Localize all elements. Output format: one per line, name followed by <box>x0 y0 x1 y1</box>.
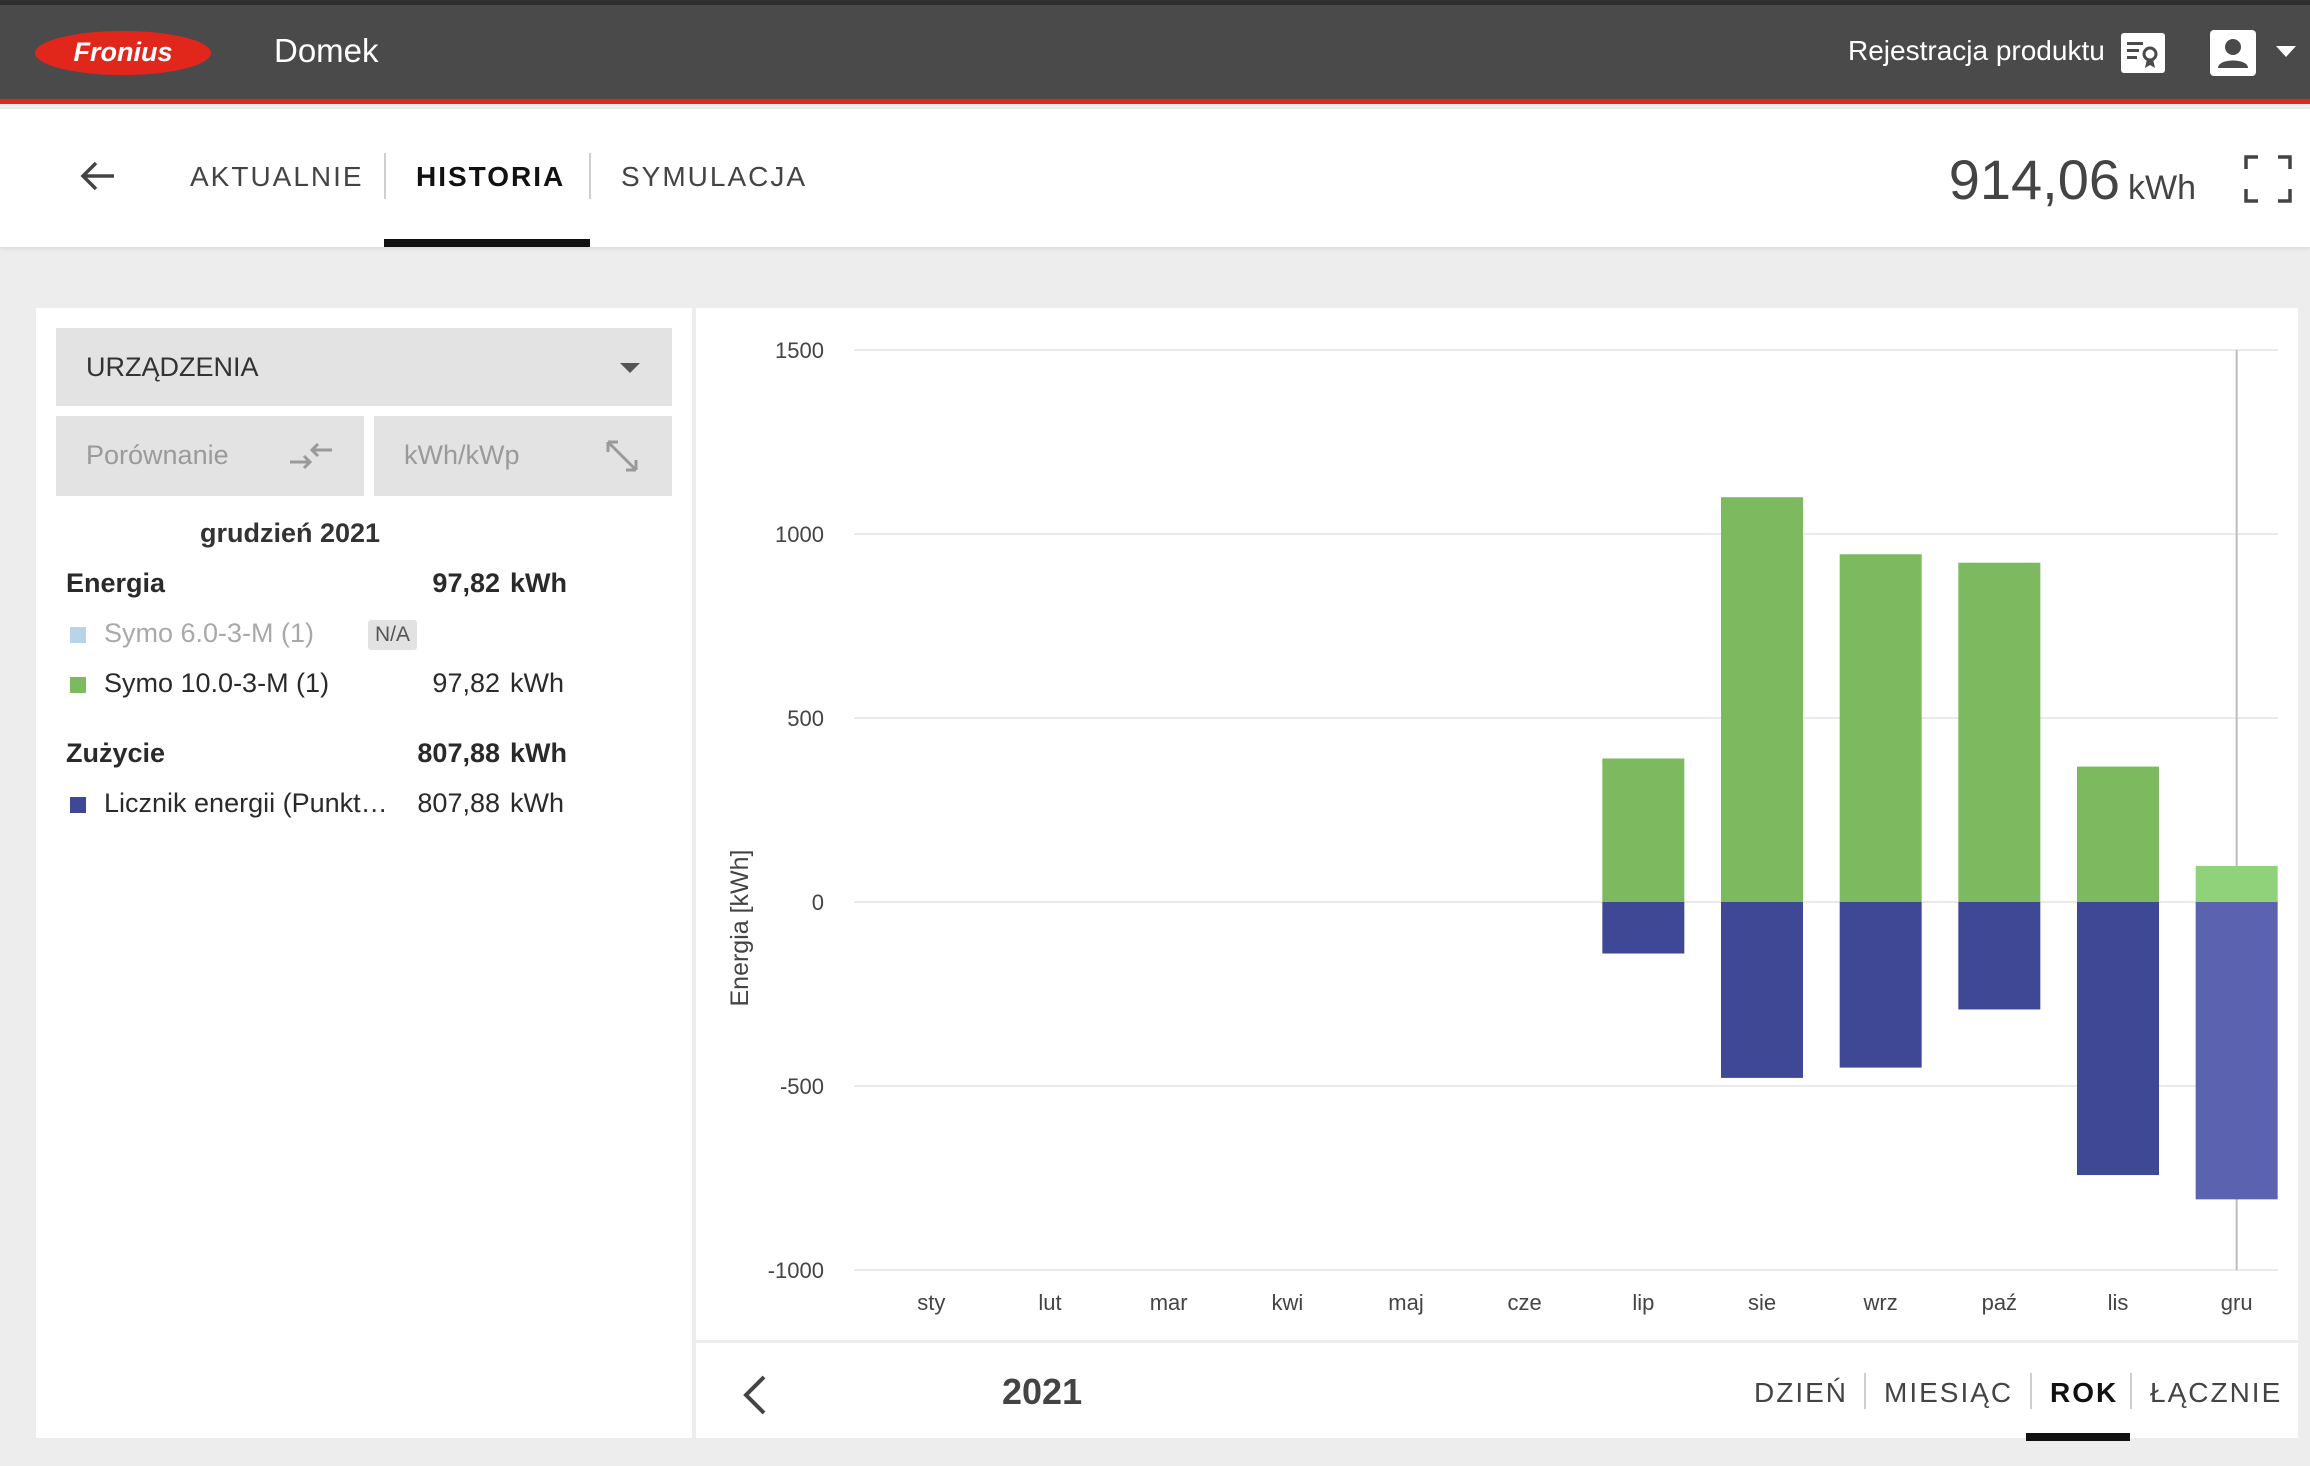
x-tick-label: cze <box>1508 1290 1542 1315</box>
x-tick-label: sie <box>1748 1290 1776 1315</box>
bar-wrz-production <box>1839 554 1922 902</box>
x-tick-label: gru <box>2221 1290 2253 1315</box>
bar-sie-consumption <box>1721 902 1803 1078</box>
specific-yield-button[interactable]: kWh/kWp <box>374 416 672 496</box>
x-tick-label: lip <box>1632 1290 1654 1315</box>
x-tick-label: maj <box>1388 1290 1423 1315</box>
bar-lip-consumption <box>1602 902 1685 954</box>
y-tick-label: 500 <box>787 706 824 731</box>
y-tick-label: -1000 <box>768 1258 824 1283</box>
period-tab-dzien[interactable]: DZIEŃ <box>1754 1377 1848 1408</box>
period-tab-divider <box>1864 1373 1866 1409</box>
devices-dropdown[interactable]: URZĄDZENIA <box>56 328 672 406</box>
consumption-unit: kWh <box>510 738 567 768</box>
expand-diagonal-icon <box>606 440 638 472</box>
tab-historia[interactable]: HISTORIA <box>416 161 566 192</box>
logo-text: Fronius <box>74 37 173 67</box>
x-tick-label: lut <box>1038 1290 1061 1315</box>
period-tab-divider <box>2130 1373 2132 1409</box>
na-badge: N/A <box>368 620 418 650</box>
product-registration-link[interactable]: Rejestracja produktu <box>1848 35 2105 66</box>
device-value: 97,82 <box>432 668 500 698</box>
legend-swatch <box>70 677 86 693</box>
bar-paź-consumption <box>1958 902 2041 1010</box>
top-rule <box>0 0 2310 5</box>
devices-dropdown-label: URZĄDZENIA <box>86 352 259 382</box>
nav-bar: AKTUALNIE HISTORIA SYMULACJA 914,06 kWh <box>0 109 2310 247</box>
period-tab-rok[interactable]: ROK <box>2050 1377 2119 1408</box>
tab-aktualnie[interactable]: AKTUALNIE <box>190 161 364 192</box>
user-icon[interactable] <box>2210 30 2256 76</box>
y-tick-label: 1500 <box>775 338 824 363</box>
devices-panel: URZĄDZENIA Porównanie kWh/kWp grudzień 2… <box>36 308 692 1438</box>
bar-paź-production <box>1958 562 2041 902</box>
compare-button-label: Porównanie <box>86 440 229 470</box>
chevron-down-icon <box>620 363 640 373</box>
selected-year: 2021 <box>1002 1371 1083 1412</box>
chart-footer: 2021 DZIEŃ MIESIĄC ROK ŁĄCZNIE <box>696 1340 2298 1441</box>
period-tab-miesiac[interactable]: MIESIĄC <box>1884 1377 2014 1408</box>
x-tick-label: lis <box>2108 1290 2129 1315</box>
tab-symulacja[interactable]: SYMULACJA <box>621 161 808 192</box>
device-name: Symo 10.0-3-M (1) <box>104 668 330 698</box>
swap-arrows-icon <box>290 442 332 470</box>
legend-swatch <box>70 797 86 813</box>
total-energy-unit: kWh <box>2128 169 2196 207</box>
top-bar: Fronius Domek Rejestracja produktu <box>0 0 2310 104</box>
user-menu-chevron-down-icon[interactable] <box>2276 46 2296 57</box>
energy-bar-chart[interactable]: 1500 1000 500 0 -500 -1000 Energia [kWh] sty lut… <box>696 308 2298 1338</box>
x-tick-label: mar <box>1150 1290 1188 1315</box>
app-name: Domek <box>274 32 379 69</box>
x-tick-label: sty <box>917 1290 945 1315</box>
bar-lip-production <box>1602 758 1685 902</box>
consumption-value: 807,88 <box>417 738 500 768</box>
total-energy-value: 914,06 <box>1948 148 2120 211</box>
consumption-label: Zużycie <box>66 738 166 768</box>
selected-period: grudzień 2021 <box>199 518 381 548</box>
y-tick-label: 1000 <box>775 522 824 547</box>
active-tab-indicator <box>384 239 590 247</box>
x-tick-label: wrz <box>1863 1290 1898 1315</box>
bar-lis-consumption <box>2077 902 2159 1176</box>
x-tick-label: kwi <box>1271 1290 1303 1315</box>
y-tick-label: -500 <box>780 1074 824 1099</box>
fullscreen-icon[interactable] <box>2244 155 2292 203</box>
energy-value: 97,82 <box>432 568 500 598</box>
legend-swatch <box>70 627 86 643</box>
chart-panel: 1500 1000 500 0 -500 -1000 Energia [kWh] sty lut… <box>696 308 2298 1441</box>
energy-label: Energia <box>66 568 166 598</box>
total-energy: 914,06 kWh <box>1949 147 2196 212</box>
chevron-left-icon[interactable] <box>740 1373 770 1417</box>
certificate-icon[interactable] <box>2120 30 2166 76</box>
compare-button[interactable]: Porównanie <box>56 416 364 496</box>
tab-divider <box>384 153 386 199</box>
bar-lis-production <box>2077 766 2159 902</box>
device-name: Licznik energii (Punkt… <box>104 788 388 818</box>
x-tick-label: paź <box>1982 1290 2017 1315</box>
tab-divider <box>589 153 591 199</box>
device-unit: kWh <box>510 668 564 698</box>
bar-sie-production <box>1721 497 1803 902</box>
fronius-logo[interactable]: Fronius <box>34 30 212 76</box>
active-period-indicator <box>2026 1433 2130 1441</box>
period-tab-lacznie[interactable]: ŁĄCZNIE <box>2150 1377 2283 1408</box>
specific-yield-button-label: kWh/kWp <box>404 440 520 470</box>
device-unit: kWh <box>510 788 564 818</box>
device-value: 807,88 <box>417 788 500 818</box>
device-name: Symo 6.0-3-M (1) <box>104 618 315 648</box>
back-arrow-icon[interactable] <box>76 155 118 197</box>
bar-wrz-consumption <box>1839 902 1922 1068</box>
bar-gru-production <box>2195 865 2278 902</box>
y-axis-label: Energia [kWh] <box>726 849 754 1006</box>
bar-gru-consumption <box>2195 902 2278 1200</box>
period-tab-divider <box>2030 1373 2032 1409</box>
energy-unit: kWh <box>510 568 567 598</box>
y-tick-label: 0 <box>812 890 824 915</box>
